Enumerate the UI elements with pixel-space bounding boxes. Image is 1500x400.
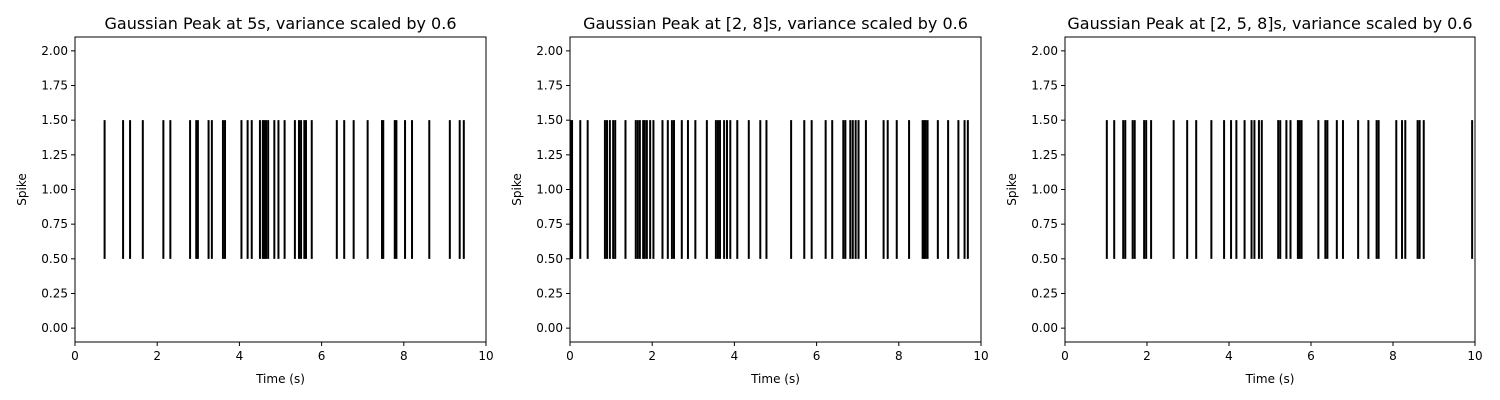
y-tick-label: 2.00	[1031, 44, 1058, 58]
y-tick-label: 1.00	[41, 183, 68, 197]
x-tick-label: 4	[1225, 349, 1233, 363]
y-tick-label: 1.75	[1031, 79, 1058, 93]
y-tick-label: 0.50	[1031, 252, 1058, 266]
y-axis: 0.00 0.25 0.50 0.75 1.00 1.25 1.50 1.75 2.00	[1031, 44, 1065, 335]
subplot-1: Gaussian Peak at 5s, variance scaled by …	[15, 14, 494, 386]
subplot-3: Gaussian Peak at [2, 5, 8]s, variance sc…	[1005, 14, 1483, 386]
y-tick-label: 0.75	[536, 217, 563, 231]
y-tick-label: 2.00	[41, 44, 68, 58]
y-axis-label: Spike	[510, 173, 524, 205]
spike-train	[569, 120, 969, 259]
y-tick-label: 1.25	[536, 148, 563, 162]
x-tick-label: 6	[813, 349, 821, 363]
y-tick-label: 1.75	[536, 79, 563, 93]
y-tick-label: 0.50	[41, 252, 68, 266]
x-tick-label: 8	[1389, 349, 1397, 363]
y-tick-label: 0.75	[41, 217, 68, 231]
x-axis: 0 2 4 6 8 10	[1061, 342, 1483, 363]
x-tick-label: 6	[318, 349, 326, 363]
x-tick-label: 0	[71, 349, 79, 363]
y-tick-label: 1.25	[41, 148, 68, 162]
x-tick-label: 0	[1061, 349, 1069, 363]
x-tick-label: 10	[1467, 349, 1482, 363]
spike-train	[1105, 120, 1474, 259]
y-tick-label: 1.50	[1031, 113, 1058, 127]
x-tick-label: 10	[478, 349, 493, 363]
y-tick-label: 0.25	[1031, 286, 1058, 300]
x-axis-label: Time (s)	[750, 372, 800, 386]
x-axis: 0 2 4 6 8 10	[566, 342, 989, 363]
x-tick-label: 2	[648, 349, 656, 363]
x-tick-label: 2	[153, 349, 161, 363]
x-tick-label: 4	[236, 349, 244, 363]
y-tick-label: 1.50	[41, 113, 68, 127]
y-tick-label: 0.00	[536, 321, 563, 335]
y-axis: 0.00 0.25 0.50 0.75 1.00 1.25 1.50 1.75 2.00	[536, 44, 570, 335]
x-tick-label: 6	[1307, 349, 1315, 363]
y-tick-label: 2.00	[536, 44, 563, 58]
x-tick-label: 0	[566, 349, 574, 363]
y-tick-label: 1.50	[536, 113, 563, 127]
y-tick-label: 0.00	[41, 321, 68, 335]
x-tick-label: 8	[400, 349, 408, 363]
y-tick-label: 0.25	[536, 286, 563, 300]
plot-frame	[74, 36, 487, 343]
y-axis-label: Spike	[15, 173, 29, 205]
plot-title: Gaussian Peak at 5s, variance scaled by …	[104, 14, 456, 33]
y-tick-label: 1.75	[41, 79, 68, 93]
plot-frame	[1064, 36, 1476, 343]
x-axis-label: Time (s)	[1245, 372, 1295, 386]
y-tick-label: 0.25	[41, 286, 68, 300]
spike-train	[103, 120, 465, 259]
x-tick-label: 2	[1143, 349, 1151, 363]
y-tick-label: 1.00	[536, 183, 563, 197]
y-axis-label: Spike	[1005, 173, 1019, 205]
y-tick-label: 1.00	[1031, 183, 1058, 197]
plot-title: Gaussian Peak at [2, 8]s, variance scale…	[583, 14, 968, 33]
y-tick-label: 1.25	[1031, 148, 1058, 162]
x-axis-label: Time (s)	[255, 372, 305, 386]
y-tick-label: 0.75	[1031, 217, 1058, 231]
plot-frame	[569, 36, 982, 343]
y-tick-label: 0.50	[536, 252, 563, 266]
x-axis: 0 2 4 6 8 10	[71, 342, 494, 363]
y-axis: 0.00 0.25 0.50 0.75 1.00 1.25 1.50 1.75 2.00	[41, 44, 75, 335]
x-tick-label: 4	[731, 349, 739, 363]
plot-title: Gaussian Peak at [2, 5, 8]s, variance sc…	[1067, 14, 1472, 33]
x-tick-label: 10	[973, 349, 988, 363]
x-tick-label: 8	[895, 349, 903, 363]
y-tick-label: 0.00	[1031, 321, 1058, 335]
subplot-2: Gaussian Peak at [2, 8]s, variance scale…	[510, 14, 989, 386]
